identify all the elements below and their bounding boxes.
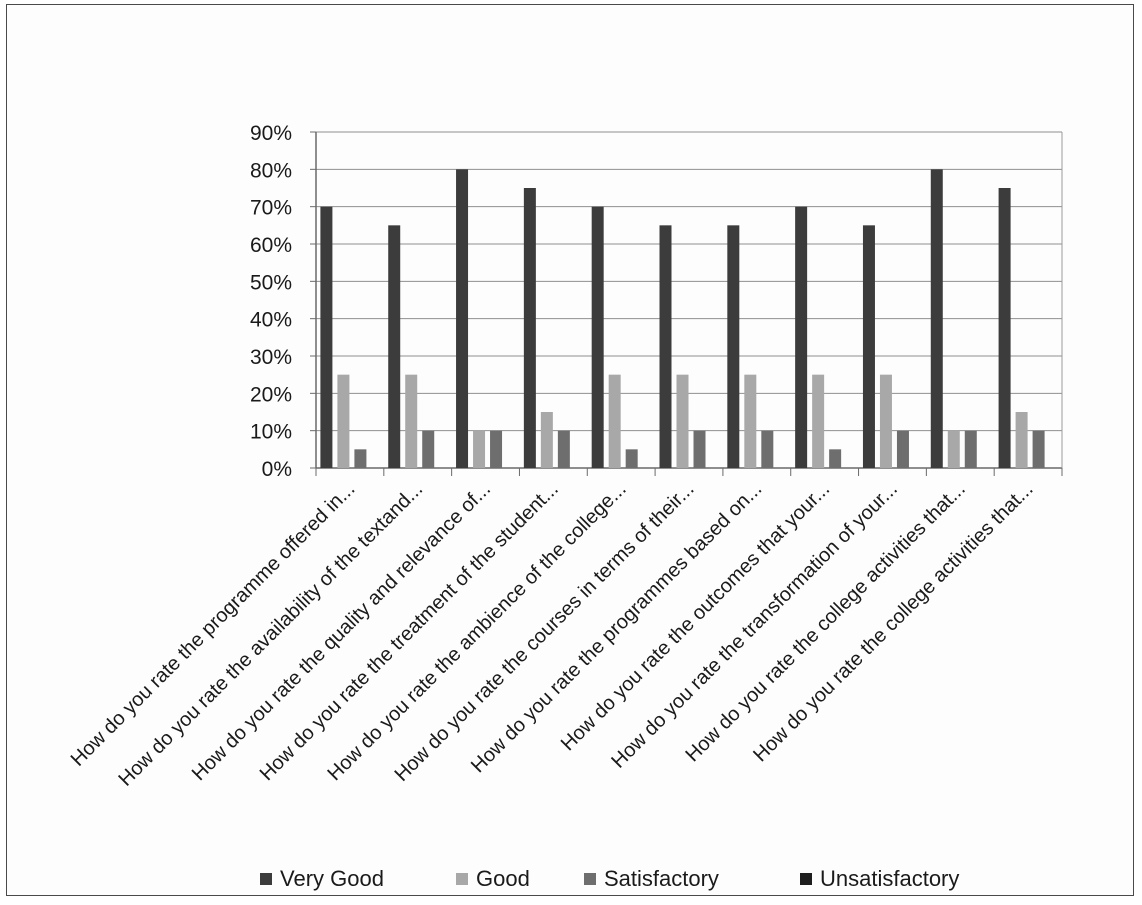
bar-satisfactory: [625, 449, 638, 468]
bar-satisfactory: [422, 430, 435, 468]
bar-good: [540, 412, 553, 468]
y-tick-label: 50%: [250, 271, 292, 294]
bar-satisfactory: [557, 430, 570, 468]
bar-satisfactory: [490, 430, 503, 468]
y-tick-label: 20%: [250, 383, 292, 406]
y-tick-label: 0%: [262, 458, 292, 481]
bar-good: [879, 374, 892, 468]
bar-very-good: [862, 225, 875, 468]
chart-frame: [6, 4, 1134, 896]
legend-label: Good: [476, 866, 530, 891]
bar-very-good: [591, 206, 604, 468]
bar-satisfactory: [896, 430, 909, 468]
legend: Very Good Good Satisfactory Unsatisfactory: [0, 866, 1142, 896]
legend-label: Unsatisfactory: [820, 866, 960, 891]
legend-swatch: [584, 873, 596, 885]
bar-very-good: [795, 206, 808, 468]
legend-swatch: [456, 873, 468, 885]
bar-good: [608, 374, 621, 468]
y-tick-label: 60%: [250, 234, 292, 257]
bar-good: [1015, 412, 1028, 468]
bar-satisfactory: [761, 430, 774, 468]
legend-item: Very Good: [260, 866, 384, 892]
bar-very-good: [320, 206, 333, 468]
bar-very-good: [659, 225, 672, 468]
bar-satisfactory: [829, 449, 842, 468]
bar-satisfactory: [354, 449, 367, 468]
legend-swatch: [260, 873, 272, 885]
bar-satisfactory: [1032, 430, 1045, 468]
bar-very-good: [998, 188, 1011, 468]
bar-satisfactory: [693, 430, 706, 468]
y-tick-label: 30%: [250, 346, 292, 369]
bar-good: [337, 374, 350, 468]
bar-satisfactory: [964, 430, 977, 468]
y-tick-label: 90%: [250, 122, 292, 145]
legend-label: Satisfactory: [604, 866, 719, 891]
y-tick-label: 80%: [250, 159, 292, 182]
y-tick-label: 70%: [250, 197, 292, 220]
legend-item: Satisfactory: [584, 866, 719, 892]
bar-very-good: [388, 225, 401, 468]
bar-very-good: [523, 188, 536, 468]
y-tick-label: 10%: [250, 421, 292, 444]
bar-very-good: [727, 225, 740, 468]
legend-item: Good: [456, 866, 530, 892]
bar-very-good: [930, 169, 943, 469]
legend-swatch: [800, 873, 812, 885]
bar-good: [947, 430, 960, 468]
bar-good: [405, 374, 418, 468]
legend-item: Unsatisfactory: [800, 866, 959, 892]
bar-good: [744, 374, 757, 468]
y-tick-label: 40%: [250, 309, 292, 332]
bar-good: [812, 374, 825, 468]
bar-good: [676, 374, 689, 468]
bar-good: [473, 430, 486, 468]
bar-very-good: [456, 169, 469, 469]
legend-label: Very Good: [280, 866, 384, 891]
